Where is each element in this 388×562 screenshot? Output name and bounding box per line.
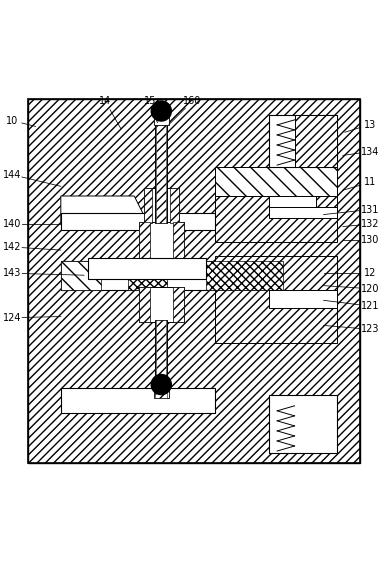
Bar: [215, 167, 337, 196]
Text: 120: 120: [361, 284, 379, 294]
Bar: [156, 386, 167, 398]
Bar: [128, 261, 167, 289]
Text: 160: 160: [183, 96, 201, 106]
Text: 13: 13: [364, 120, 376, 129]
Bar: [269, 289, 337, 308]
Text: 10: 10: [6, 116, 19, 126]
Bar: [269, 207, 337, 219]
Bar: [28, 99, 360, 463]
Polygon shape: [61, 196, 148, 223]
Bar: [215, 196, 337, 242]
Bar: [269, 395, 337, 453]
Bar: [269, 196, 316, 207]
Bar: [139, 222, 150, 264]
Bar: [88, 258, 206, 279]
Text: 130: 130: [361, 235, 379, 244]
Bar: [61, 214, 215, 230]
Bar: [173, 287, 184, 321]
Bar: [156, 320, 167, 386]
Circle shape: [151, 374, 171, 395]
Text: 15: 15: [144, 96, 156, 106]
Bar: [139, 287, 150, 321]
Bar: [156, 320, 166, 386]
Text: 134: 134: [361, 147, 379, 157]
Bar: [173, 222, 184, 264]
Bar: [139, 222, 184, 264]
Bar: [215, 256, 337, 302]
Bar: [170, 188, 178, 223]
Bar: [294, 115, 337, 167]
Text: 121: 121: [361, 301, 379, 311]
Text: 14: 14: [99, 96, 111, 106]
Text: 12: 12: [364, 268, 376, 278]
Bar: [269, 115, 337, 167]
Bar: [215, 289, 337, 343]
Bar: [139, 287, 184, 321]
Text: 131: 131: [361, 205, 379, 215]
Bar: [144, 188, 178, 223]
Text: 123: 123: [361, 324, 379, 334]
Bar: [154, 386, 169, 398]
Text: 144: 144: [3, 170, 22, 180]
Bar: [61, 388, 215, 413]
Text: 124: 124: [3, 312, 22, 323]
Bar: [144, 188, 152, 223]
Text: 132: 132: [361, 219, 379, 229]
Bar: [206, 261, 283, 289]
Bar: [156, 103, 167, 223]
Text: 11: 11: [364, 178, 376, 188]
Circle shape: [151, 101, 171, 121]
Bar: [154, 113, 169, 125]
Text: 143: 143: [3, 268, 22, 278]
Bar: [61, 261, 101, 289]
Text: 142: 142: [3, 242, 22, 252]
Bar: [156, 103, 166, 223]
Bar: [28, 99, 360, 463]
Text: 140: 140: [3, 219, 22, 229]
Bar: [61, 261, 337, 289]
